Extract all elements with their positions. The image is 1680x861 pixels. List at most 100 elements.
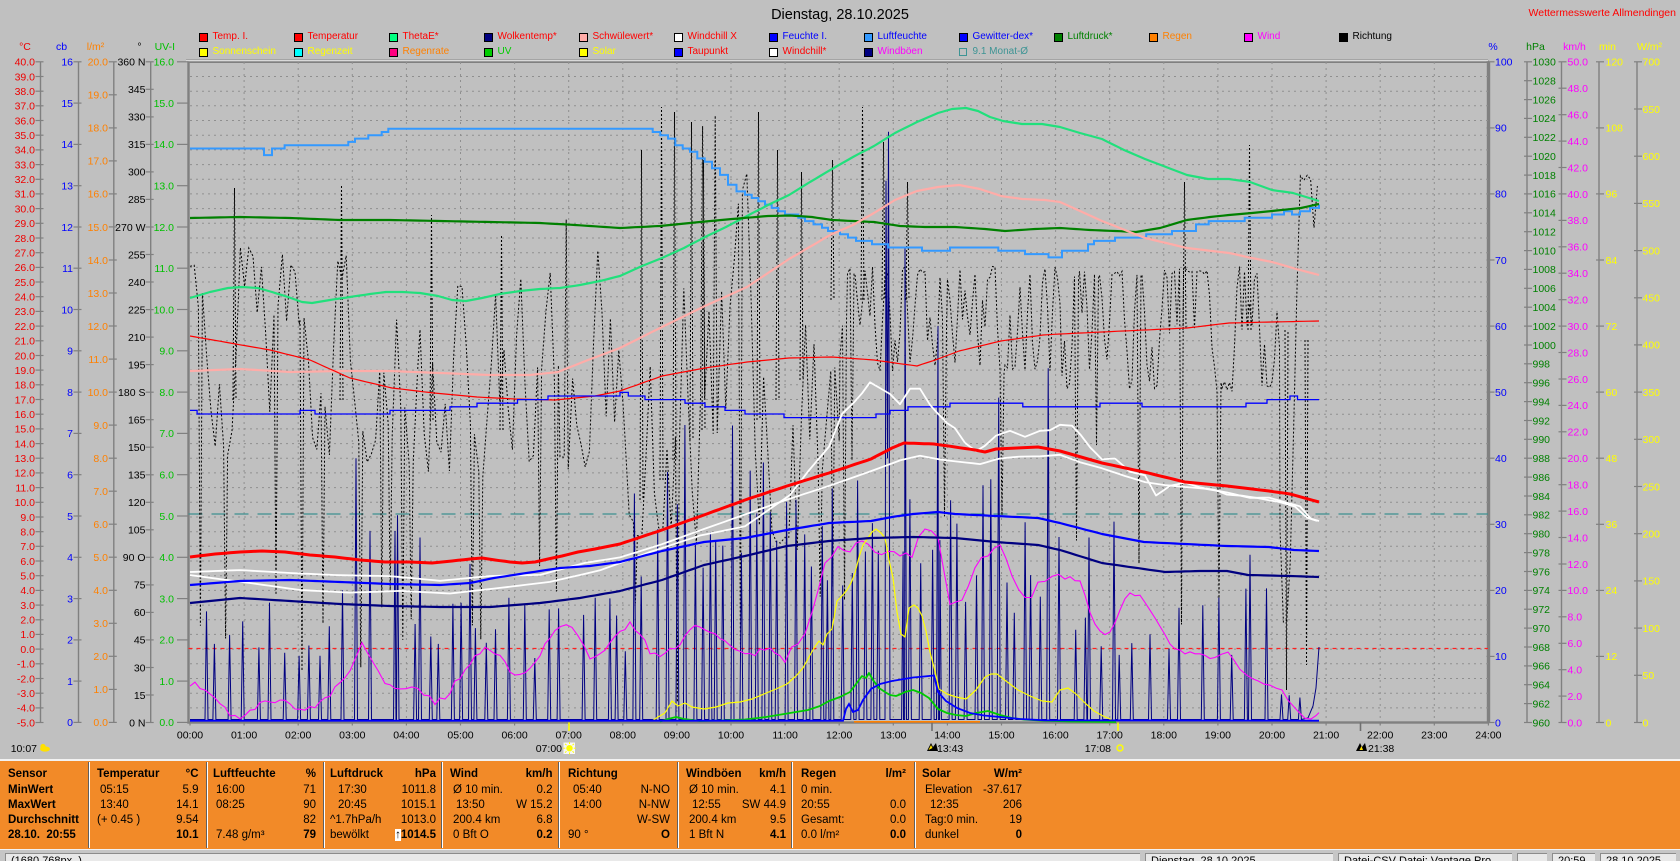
- svg-text:135: 135: [128, 470, 146, 482]
- svg-text:km/h: km/h: [1563, 41, 1586, 53]
- svg-text:13.0: 13.0: [15, 453, 36, 465]
- svg-text:32.0: 32.0: [15, 174, 36, 186]
- svg-text:UV-I: UV-I: [155, 41, 175, 53]
- svg-text:75: 75: [134, 580, 146, 592]
- svg-text:1012: 1012: [1533, 227, 1557, 239]
- svg-text:15.0: 15.0: [88, 222, 109, 234]
- svg-text:31.0: 31.0: [15, 189, 36, 201]
- svg-text:978: 978: [1533, 547, 1551, 559]
- svg-text:27.0: 27.0: [15, 248, 36, 260]
- svg-text:15: 15: [61, 98, 73, 110]
- svg-text:17:00: 17:00: [1097, 730, 1123, 742]
- svg-text:22:00: 22:00: [1367, 730, 1393, 742]
- svg-text:150: 150: [1643, 576, 1661, 588]
- svg-text:44.0: 44.0: [1568, 136, 1589, 148]
- svg-text:24:00: 24:00: [1475, 730, 1501, 742]
- svg-text:l/m²: l/m²: [87, 41, 105, 53]
- svg-text:16.0: 16.0: [154, 57, 175, 69]
- svg-text:48.0: 48.0: [1568, 83, 1589, 95]
- svg-text:2.0: 2.0: [93, 651, 108, 663]
- svg-text:500: 500: [1643, 245, 1661, 257]
- svg-text:46.0: 46.0: [1568, 110, 1589, 122]
- svg-text:976: 976: [1533, 566, 1551, 578]
- svg-text:15.0: 15.0: [15, 424, 36, 436]
- svg-text:5.0: 5.0: [93, 552, 108, 564]
- svg-text:982: 982: [1533, 510, 1551, 522]
- svg-text:36.0: 36.0: [1568, 242, 1589, 254]
- svg-text:20.0: 20.0: [88, 57, 109, 69]
- svg-text:180 S: 180 S: [118, 387, 145, 399]
- svg-text:21:00: 21:00: [1313, 730, 1339, 742]
- svg-text:19.0: 19.0: [88, 90, 109, 102]
- svg-text:12.0: 12.0: [154, 222, 175, 234]
- svg-text:13.0: 13.0: [88, 288, 109, 300]
- svg-text:23:00: 23:00: [1421, 730, 1447, 742]
- svg-text:5: 5: [67, 511, 73, 523]
- svg-text:14.0: 14.0: [88, 255, 109, 267]
- svg-text:0: 0: [1643, 717, 1649, 729]
- svg-text:986: 986: [1533, 472, 1551, 484]
- svg-text:225: 225: [128, 304, 146, 316]
- svg-text:345: 345: [128, 84, 146, 96]
- svg-text:05:00: 05:00: [447, 730, 473, 742]
- svg-text:40.0: 40.0: [1568, 189, 1589, 201]
- svg-text:60: 60: [134, 607, 146, 619]
- svg-text:14: 14: [61, 139, 73, 151]
- svg-text:16: 16: [61, 57, 73, 69]
- svg-text:120: 120: [1606, 57, 1624, 69]
- svg-text:02:00: 02:00: [285, 730, 311, 742]
- svg-text:16:00: 16:00: [1042, 730, 1068, 742]
- svg-text:04:00: 04:00: [393, 730, 419, 742]
- svg-text:18:00: 18:00: [1151, 730, 1177, 742]
- svg-text:%: %: [1488, 41, 1497, 53]
- svg-text:9.0: 9.0: [159, 346, 174, 358]
- svg-text:18.0: 18.0: [88, 123, 109, 135]
- svg-text:21:38: 21:38: [1368, 743, 1394, 755]
- svg-text:4.0: 4.0: [20, 585, 35, 597]
- svg-text:20: 20: [1495, 585, 1507, 597]
- svg-text:12: 12: [1606, 651, 1618, 663]
- svg-text:20.0: 20.0: [15, 350, 36, 362]
- svg-text:4.0: 4.0: [1568, 665, 1583, 677]
- svg-text:28.0: 28.0: [1568, 347, 1589, 359]
- svg-text:08:00: 08:00: [610, 730, 636, 742]
- svg-text:16.0: 16.0: [15, 409, 36, 421]
- svg-text:0: 0: [67, 717, 73, 729]
- svg-text:108: 108: [1606, 123, 1624, 135]
- svg-text:984: 984: [1533, 491, 1551, 503]
- svg-text:2.0: 2.0: [1568, 691, 1583, 703]
- svg-text:1024: 1024: [1533, 113, 1557, 125]
- svg-text:3: 3: [67, 593, 73, 605]
- svg-text:980: 980: [1533, 529, 1551, 541]
- svg-text:8.0: 8.0: [20, 527, 35, 539]
- svg-text:10.0: 10.0: [88, 387, 109, 399]
- svg-text:7.0: 7.0: [20, 541, 35, 553]
- svg-text:10.0: 10.0: [1568, 585, 1589, 597]
- svg-text:8.0: 8.0: [93, 453, 108, 465]
- svg-text:70: 70: [1495, 255, 1507, 267]
- svg-text:07:00: 07:00: [556, 730, 582, 742]
- svg-text:33.0: 33.0: [15, 159, 36, 171]
- svg-text:300: 300: [1643, 434, 1661, 446]
- svg-text:1006: 1006: [1533, 283, 1557, 295]
- svg-text:72: 72: [1606, 321, 1618, 333]
- svg-text:0: 0: [1606, 717, 1612, 729]
- svg-text:30: 30: [1495, 519, 1507, 531]
- svg-text:60: 60: [1495, 321, 1507, 333]
- svg-text:6.0: 6.0: [20, 556, 35, 568]
- svg-text:962: 962: [1533, 698, 1551, 710]
- svg-text:48: 48: [1606, 453, 1618, 465]
- svg-text:10.0: 10.0: [154, 304, 175, 316]
- svg-text:cb: cb: [56, 41, 67, 53]
- svg-text:1008: 1008: [1533, 264, 1557, 276]
- svg-text:972: 972: [1533, 604, 1551, 616]
- svg-text:37.0: 37.0: [15, 101, 36, 113]
- svg-text:15: 15: [134, 690, 146, 702]
- svg-text:34.0: 34.0: [1568, 268, 1589, 280]
- svg-text:1002: 1002: [1533, 321, 1557, 333]
- svg-text:21.0: 21.0: [15, 336, 36, 348]
- svg-text:1016: 1016: [1533, 189, 1557, 201]
- svg-text:09:00: 09:00: [664, 730, 690, 742]
- svg-text:12.0: 12.0: [15, 468, 36, 480]
- svg-text:1: 1: [67, 676, 73, 688]
